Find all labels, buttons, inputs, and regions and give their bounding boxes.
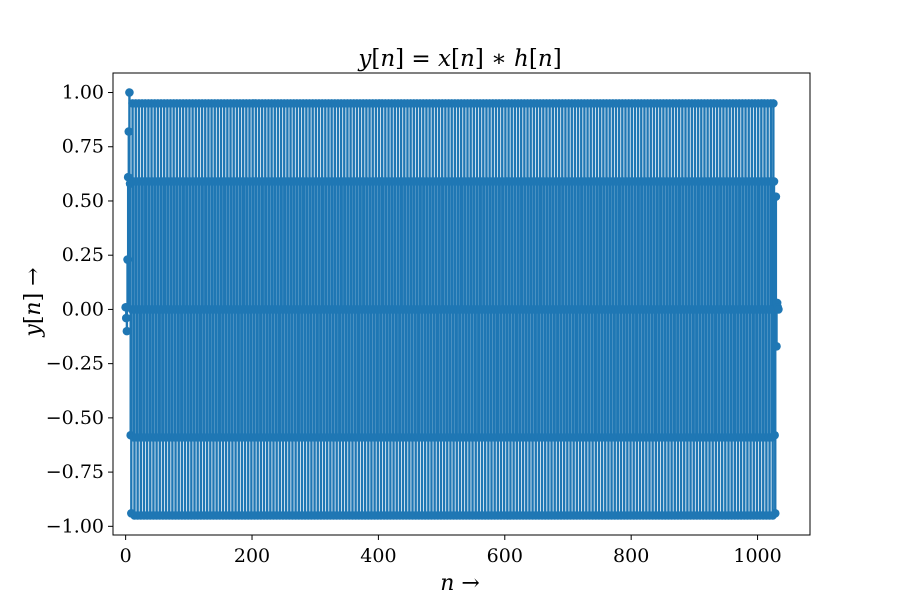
- stem-marker: [765, 305, 775, 314]
- stem-marker: [771, 192, 781, 201]
- stem-marker: [122, 326, 132, 336]
- stem-marker: [123, 255, 132, 264]
- stem-markers: [121, 88, 783, 520]
- x-tick-label: 600: [487, 545, 523, 567]
- x-tick-label: 1000: [733, 545, 781, 567]
- x-axis-ticks: 0 200 400 600 800 1000: [120, 535, 782, 567]
- plot-area: [121, 88, 783, 520]
- y-tick-label: −0.25: [46, 353, 104, 375]
- x-tick-label: 0: [120, 545, 132, 567]
- y-tick-label: 0.50: [62, 190, 104, 212]
- y-tick-label: 1.00: [62, 82, 104, 104]
- stem-marker: [774, 305, 783, 314]
- x-axis-label: n →: [440, 571, 480, 596]
- y-tick-label: −0.50: [46, 407, 104, 429]
- y-tick-label: −0.75: [46, 461, 104, 483]
- stem-marker: [125, 88, 134, 97]
- y-axis-label: y[n] →: [21, 267, 46, 337]
- stem-marker: [769, 177, 779, 186]
- stem-marker: [121, 313, 131, 323]
- stem-marker: [770, 430, 779, 440]
- y-axis-ticks: 1.00 0.75 0.50 0.25 0.00 −0.25 −0.50 −0.75 −1.00: [46, 82, 113, 537]
- x-tick-label: 200: [234, 545, 270, 567]
- stem-lines: [124, 92, 779, 516]
- x-tick-label: 800: [613, 545, 649, 567]
- y-tick-label: −1.00: [46, 515, 104, 537]
- stem-marker: [769, 99, 778, 108]
- y-tick-label: 0.25: [62, 244, 104, 266]
- stem-marker: [772, 341, 781, 351]
- y-tick-label: 0.00: [62, 298, 104, 320]
- chart-title: y[n] = x[n] ∗ h[n]: [357, 46, 561, 72]
- stem-marker: [770, 509, 780, 518]
- axes-frame: [112, 72, 811, 536]
- x-tick-label: 400: [360, 545, 396, 567]
- stem-marker: [124, 127, 134, 136]
- y-tick-label: 0.75: [62, 136, 104, 158]
